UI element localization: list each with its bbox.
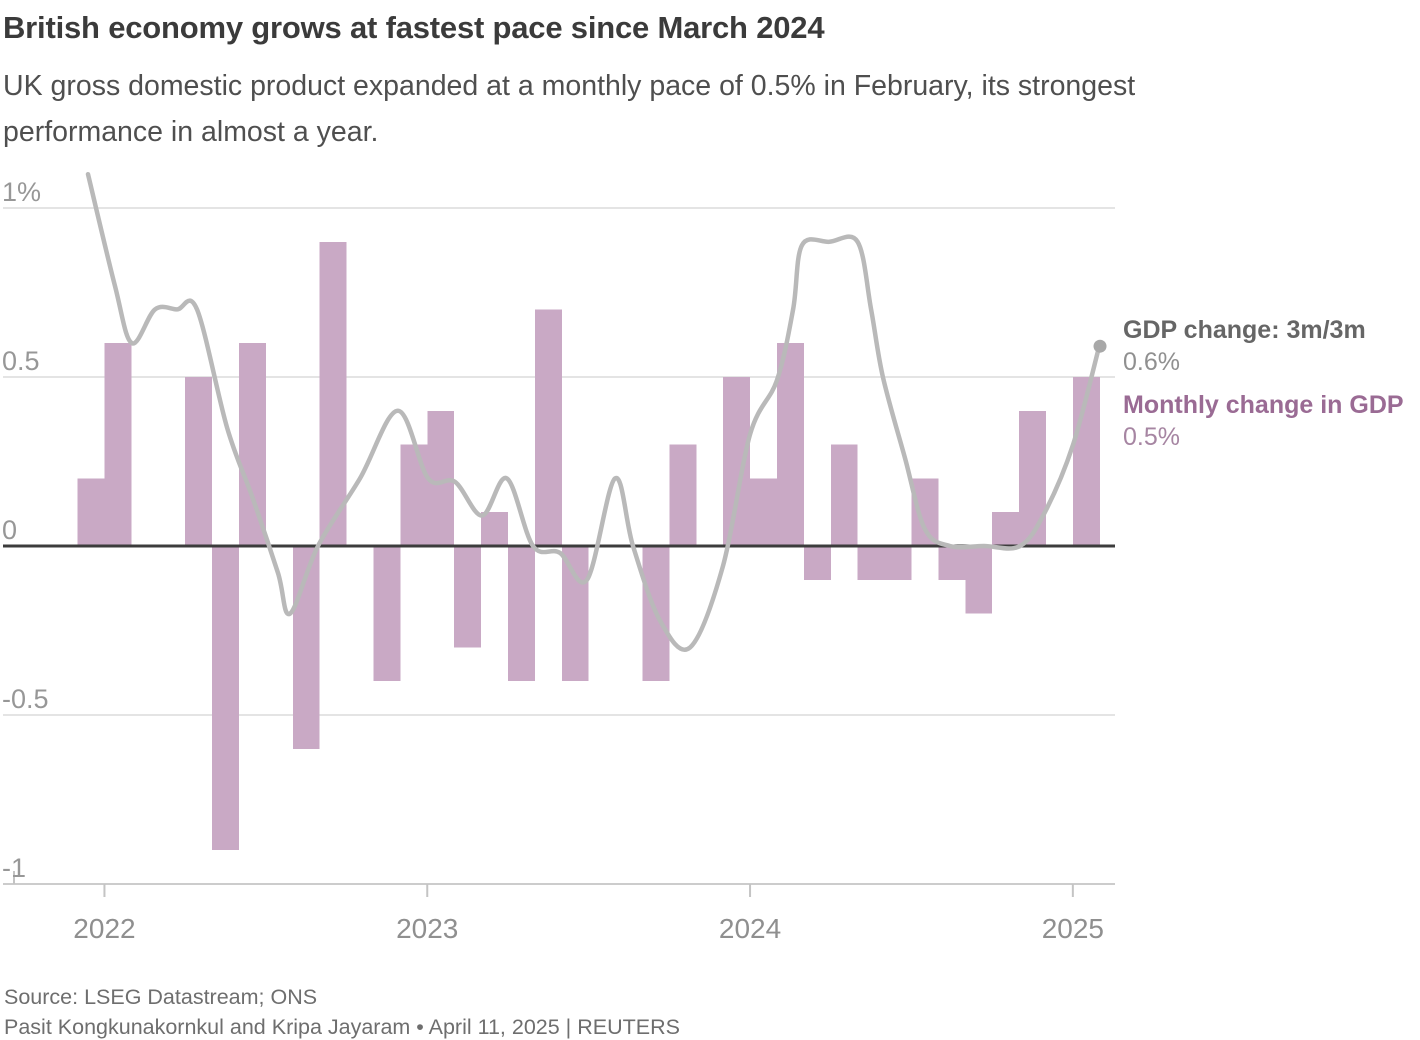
gdp-monthly-bar <box>373 546 401 682</box>
y-axis-label: -0.5 <box>2 684 49 714</box>
gdp-monthly-bar <box>77 478 105 546</box>
gdp-monthly-bar <box>992 512 1020 546</box>
gdp-monthly-bar <box>185 377 213 546</box>
y-axis-label: 0 <box>2 515 17 545</box>
gdp-monthly-bar <box>507 546 535 682</box>
line-end-dot <box>1093 339 1107 353</box>
gdp-monthly-bar <box>750 478 777 546</box>
chart-title: British economy grows at fastest pace si… <box>3 10 825 45</box>
gdp-monthly-bar <box>1019 410 1046 546</box>
gdp-monthly-bar <box>238 343 266 546</box>
gdp-monthly-bar <box>938 546 966 580</box>
gdp-monthly-bar <box>911 478 939 546</box>
source-line: Source: LSEG Datastream; ONS <box>4 985 318 1009</box>
legend-line-series-label: GDP change: 3m/3m <box>1123 316 1366 344</box>
gdp-3m3m-line <box>85 171 1103 652</box>
chart-legend: GDP change: 3m/3m 0.6% Monthly change in… <box>1123 314 1415 453</box>
gdp-monthly-bar <box>534 309 562 546</box>
gdp-monthly-bar <box>481 512 508 546</box>
gdp-monthly-bar <box>803 546 831 580</box>
y-axis-label: 0.5 <box>2 346 40 376</box>
y-axis-label: -1 <box>2 853 26 883</box>
gdp-monthly-bar <box>857 546 885 580</box>
chart-subtitle: UK gross domestic product expanded at a … <box>3 70 1136 148</box>
year-label: 2025 <box>1042 913 1104 944</box>
chart-footer: Source: LSEG Datastream; ONS Pasit Kongk… <box>4 983 680 1040</box>
gdp-monthly-bar <box>400 444 428 546</box>
legend-line-series-value: 0.6% <box>1123 348 1180 376</box>
legend-bar-series-value: 0.5% <box>1123 423 1180 451</box>
legend-bar-series-label: Monthly change in GDP <box>1123 391 1404 419</box>
gdp-monthly-bar <box>212 546 239 851</box>
gdp-monthly-bar <box>830 444 858 546</box>
year-label: 2022 <box>73 913 135 944</box>
y-axis-label: 1% <box>2 177 41 207</box>
gdp-monthly-bar <box>669 444 697 546</box>
gdp-monthly-bar <box>884 546 912 580</box>
year-label: 2023 <box>396 913 458 944</box>
gdp-monthly-bar <box>965 546 993 614</box>
gdp-monthly-bar <box>104 343 132 546</box>
gdp-monthly-bar <box>776 343 804 546</box>
byline-line: Pasit Kongkunakornkul and Kripa Jayaram … <box>4 1014 680 1039</box>
gdp-monthly-bar <box>454 546 482 648</box>
gdp-monthly-bar <box>561 546 589 682</box>
gdp-monthly-bar <box>319 241 347 547</box>
year-label: 2024 <box>719 913 781 944</box>
